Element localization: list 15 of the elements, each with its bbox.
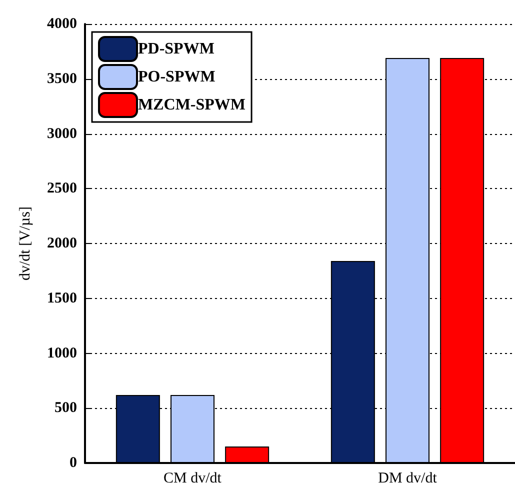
y-tick-label: 4000 [47, 16, 77, 32]
y-tick-label: 2000 [47, 236, 77, 252]
legend-label: PO-SPWM [138, 68, 216, 86]
y-tick-label: 3500 [47, 70, 77, 87]
x-tick-label: CM dv/dt [164, 470, 222, 486]
y-axis-title: dv/dt [V/µs] [18, 206, 34, 281]
y-tick-label: 1000 [47, 345, 77, 362]
y-tick-label: 2500 [47, 180, 77, 197]
y-tick-label: 500 [54, 400, 77, 416]
y-tick-label: 0 [70, 455, 77, 471]
y-tick-label: 3000 [47, 126, 77, 142]
x-tick-label: DM dv/dt [378, 470, 438, 486]
y-tick-label: 1500 [47, 290, 77, 306]
legend-label: MZCM-SPWM [138, 96, 246, 114]
legend-label: PD-SPWM [138, 40, 214, 58]
